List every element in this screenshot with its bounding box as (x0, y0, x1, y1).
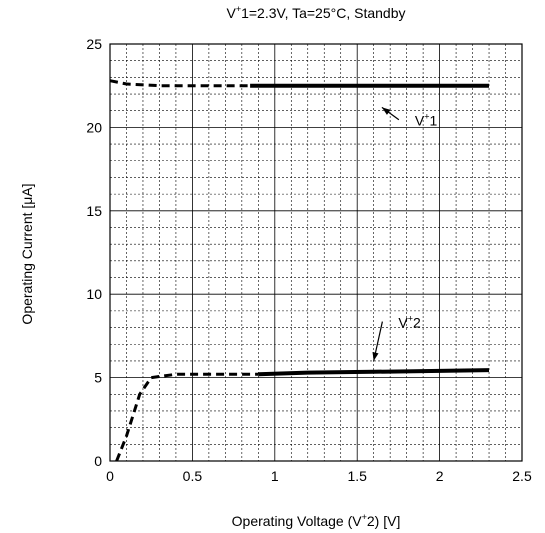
series-2-dashed-line (115, 372, 259, 462)
grid (110, 44, 522, 461)
chart-title: V+1=2.3V, Ta=25°C, Standby (226, 4, 405, 21)
annotation-label: V+2 (398, 314, 421, 331)
x-axis-label: Operating Voltage (V+2) [V] (232, 512, 401, 529)
series-2-solid-line (258, 368, 490, 377)
y-tick-label: 25 (86, 36, 102, 52)
x-tick-label: 0 (106, 468, 114, 484)
series-group (109, 79, 490, 462)
y-tick-label: 10 (86, 286, 102, 302)
y-tick-label: 20 (86, 119, 102, 135)
y-tick-label: 5 (94, 370, 102, 386)
annotation-arrowhead (381, 107, 391, 115)
annotations: V+1 V+2 (372, 106, 438, 362)
y-tick-label: 15 (86, 203, 102, 219)
x-tick-label: 0.5 (183, 468, 203, 484)
plot-frame (109, 43, 523, 462)
y-tick-label: 0 (94, 453, 102, 469)
annotation-label: V+1 (415, 112, 438, 129)
y-axis-label: Operating Current [μA] (19, 183, 35, 324)
x-tick-label: 2.5 (512, 468, 532, 484)
tick-labels: 0 0.5 1 1.5 2 2.5 0 5 10 15 20 25 (86, 36, 532, 484)
x-tick-label: 2 (436, 468, 444, 484)
series-1-dashed-line (109, 79, 251, 88)
x-tick-label: 1.5 (347, 468, 367, 484)
x-tick-label: 1 (271, 468, 279, 484)
annotation-arrowhead (372, 351, 379, 361)
